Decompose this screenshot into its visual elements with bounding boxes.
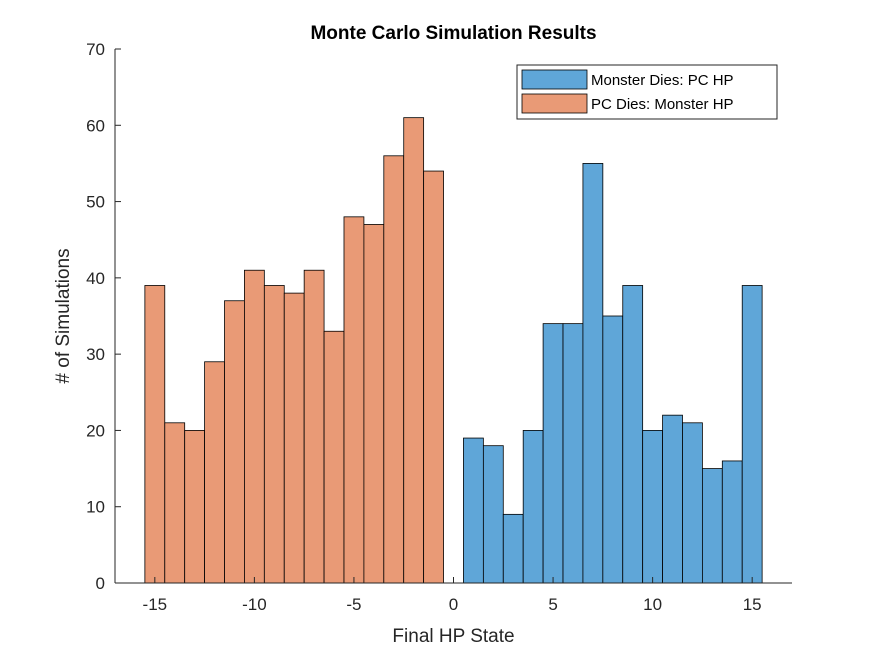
bar-series-1-6 [263,285,285,584]
y-tick-label-5: 50 [86,193,105,212]
bar-series-0-11 [682,422,703,584]
legend-swatch-1 [521,93,588,114]
x-tick-label-3: 0 [449,595,458,614]
bar-series-1-1 [164,422,186,584]
bar-series-0-1 [482,445,504,584]
bar-series-0-0 [463,437,484,584]
bar-series-0-14 [741,285,763,584]
bar-series-0-3 [522,430,544,584]
bar-series-1-14 [423,170,444,584]
axes-layer: -15 -10 -5 0 5 10 15 0 10 20 30 40 50 60 70 [86,40,792,614]
bar-series-0-10 [662,414,683,584]
bar-series-0-8 [622,285,644,584]
chart-title: Monte Carlo Simulation Results [310,23,596,44]
legend: Monster Dies: PC HP PC Dies: Monster HP [516,64,778,120]
y-tick-label-0: 0 [96,574,105,593]
x-tick-label-0: -15 [143,595,168,614]
y-tick-label-7: 70 [86,40,105,59]
y-axis-label: # of Simulations [53,248,74,383]
x-tick-label-6: 15 [743,595,762,614]
bar-series-1-9 [323,330,345,584]
x-tick-label-5: 10 [643,595,662,614]
bar-series-0-7 [602,315,624,584]
bar-series-0-2 [502,513,524,584]
bar-series-1-8 [303,269,325,584]
bar-series-0-13 [721,460,743,584]
legend-label-1: PC Dies: Monster HP [591,96,734,113]
bar-series-0-12 [701,468,723,584]
bar-series-1-2 [184,430,206,584]
y-tick-label-1: 10 [86,498,105,517]
y-tick-label-6: 60 [86,116,105,135]
bar-series-0-5 [562,323,584,584]
x-tick-label-4: 5 [548,595,557,614]
bar-series-1-3 [204,361,225,584]
y-tick-label-4: 40 [86,269,105,288]
x-axis-label: Final HP State [392,626,514,647]
legend-label-0: Monster Dies: PC HP [591,72,734,89]
bar-series-0-6 [582,163,604,584]
bar-series-0-9 [642,430,663,584]
y-tick-label-3: 30 [86,345,105,364]
bar-series-1-5 [244,269,265,584]
y-tick-label-2: 20 [86,421,105,440]
bar-series-1-12 [383,155,405,584]
x-tick-label-1: -10 [242,595,267,614]
bar-series-1-0 [144,285,166,584]
bar-series-1-11 [363,224,385,584]
bar-series-1-7 [283,292,305,584]
bar-series-1-4 [224,300,245,584]
x-tick-label-2: -5 [346,595,361,614]
bar-series-1-13 [403,117,425,584]
bar-series-0-4 [542,323,564,584]
bars-layer [144,117,763,584]
legend-swatch-0 [521,69,588,90]
bar-series-1-10 [343,216,365,584]
